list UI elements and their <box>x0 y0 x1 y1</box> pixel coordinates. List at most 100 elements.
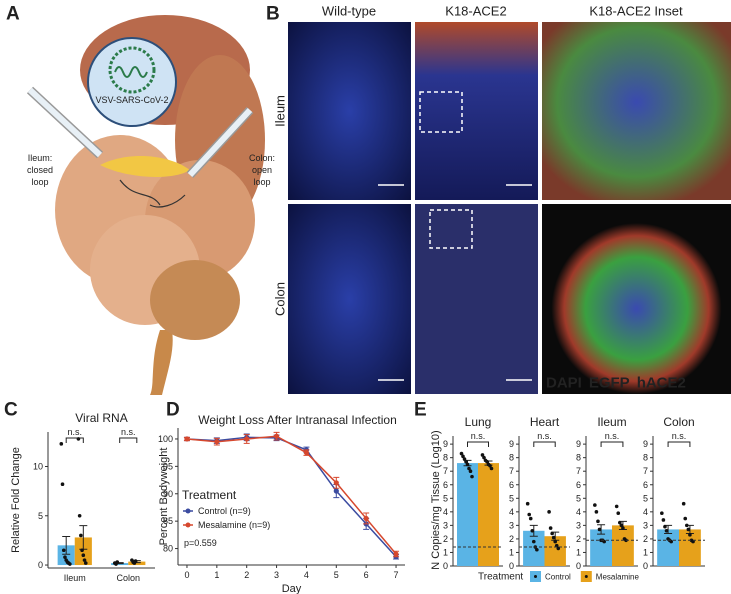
data-point <box>80 548 84 553</box>
data-point <box>551 535 556 540</box>
y-tick-label: 3 <box>576 520 581 530</box>
legend-dot <box>185 522 191 528</box>
row-label: Ileum <box>273 95 288 127</box>
legend-label: Mesalamine (n=9) <box>198 520 270 530</box>
data-point <box>61 548 66 553</box>
y-tick-label: 85 <box>163 516 173 526</box>
y-tick-label: 7 <box>643 466 648 476</box>
data-point <box>333 488 339 494</box>
row-label: Colon <box>273 282 288 316</box>
data-point <box>661 518 666 522</box>
data-point <box>547 510 551 514</box>
bar <box>523 530 545 566</box>
bar <box>128 561 146 566</box>
y-tick-label: 1 <box>443 547 448 557</box>
data-point <box>535 547 539 552</box>
x-tick-label: 6 <box>364 570 369 580</box>
y-tick-label: 6 <box>509 480 514 490</box>
y-tick-label: 8 <box>443 453 448 463</box>
data-point <box>681 501 686 506</box>
y-tick-label: 3 <box>643 520 648 530</box>
y-tick-label: 7 <box>443 466 448 476</box>
y-tick-label: 4 <box>443 507 448 517</box>
data-point <box>133 559 138 563</box>
data-point <box>467 466 471 471</box>
bar <box>544 536 566 566</box>
annotation: p=0.559 <box>184 538 217 548</box>
y-tick-label: 1 <box>643 547 648 557</box>
data-point <box>333 480 339 486</box>
data-point <box>663 524 667 529</box>
x-tick-label: Ileum <box>64 573 86 583</box>
significance-bracket <box>467 441 489 447</box>
y-axis-label: Percent Bodyweight <box>158 448 170 546</box>
bar <box>478 463 499 566</box>
panel-label: A <box>6 4 20 25</box>
y-tick-label: 2 <box>643 534 648 544</box>
data-point <box>618 520 622 525</box>
y-tick-label: 6 <box>443 480 448 490</box>
significance-bracket <box>667 441 691 447</box>
legend-label: Control <box>545 573 571 582</box>
data-point <box>621 526 625 530</box>
data-point <box>596 519 600 524</box>
bar <box>57 545 75 566</box>
significance-bracket <box>65 437 84 443</box>
data-point <box>480 453 485 457</box>
y-tick-label: 3 <box>509 520 514 530</box>
legend-dot <box>185 508 191 514</box>
y-tick-label: 4 <box>643 507 648 517</box>
bar <box>590 529 612 566</box>
significance-label: n.s. <box>67 427 82 437</box>
column-header: K18-ACE2 Inset <box>589 4 683 19</box>
significance-label: n.s. <box>537 431 552 441</box>
legend-label: Control (n=9) <box>198 506 251 516</box>
chart-title: Weight Loss After Intranasal Infection <box>198 413 397 427</box>
data-point <box>485 459 489 464</box>
y-tick-label: 0 <box>443 561 448 571</box>
data-point <box>393 551 399 557</box>
data-point <box>115 560 120 564</box>
error-bar <box>62 535 71 555</box>
y-tick-label: 1 <box>576 547 581 557</box>
data-point <box>465 462 470 467</box>
data-point <box>461 454 465 459</box>
chart-title: Ileum <box>597 415 626 429</box>
y-tick-label: 10 <box>33 461 43 471</box>
chart-title: Viral RNA <box>75 411 127 425</box>
y-tick-label: 0 <box>643 561 648 571</box>
data-point <box>660 511 664 515</box>
y-axis-label: N Copies/mg Tissue (Log10) <box>430 430 442 569</box>
data-point <box>482 455 486 460</box>
data-point <box>553 539 558 544</box>
y-tick-label: 8 <box>509 453 514 463</box>
data-point <box>594 510 599 514</box>
data-point <box>59 442 64 446</box>
data-point <box>593 503 597 507</box>
y-tick-label: 5 <box>443 493 448 503</box>
legend-title: Treatment <box>478 572 523 583</box>
data-point <box>60 482 65 487</box>
data-point <box>459 451 464 456</box>
colon-label: open <box>252 165 272 175</box>
x-axis-label: Day <box>282 583 302 594</box>
y-tick-label: 0 <box>576 561 581 571</box>
panel-label: C <box>4 400 18 421</box>
x-tick-label: 0 <box>184 570 189 580</box>
y-tick-label: 0 <box>38 560 43 570</box>
colon-label: Colon: <box>249 153 275 163</box>
y-tick-label: 5 <box>643 493 648 503</box>
bar <box>679 529 701 566</box>
stain-label: hACE2 <box>637 375 686 392</box>
data-point <box>597 527 602 532</box>
data-point <box>550 531 554 536</box>
data-point <box>470 474 474 479</box>
ileum-label: closed <box>27 165 53 175</box>
data-point <box>468 469 473 474</box>
y-tick-label: 90 <box>163 489 173 499</box>
data-point <box>686 527 691 532</box>
data-point <box>63 555 67 559</box>
y-tick-label: 80 <box>163 544 173 554</box>
data-point <box>214 439 220 445</box>
